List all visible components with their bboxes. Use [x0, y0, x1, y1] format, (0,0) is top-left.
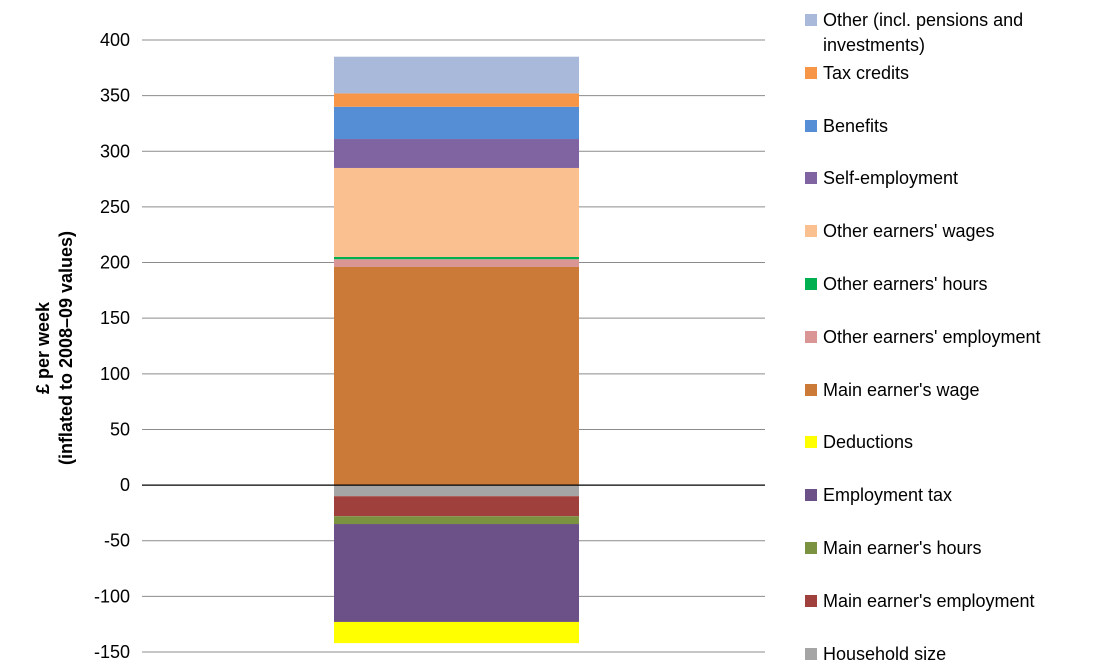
- y-tick-label: -50: [104, 531, 130, 551]
- legend-item: Other (incl. pensions and investments): [805, 8, 1095, 58]
- bar-segment-other-incl-pensions-and-investments: [334, 56, 579, 94]
- bar-segment-tax-credits: [334, 93, 579, 107]
- legend-label: Employment tax: [823, 485, 953, 506]
- y-tick-label: 300: [100, 141, 130, 161]
- bar-segment-self-employment: [334, 139, 579, 168]
- legend-label: Other (incl. pensions and investments): [823, 10, 1024, 55]
- bar-segment-main-earner-s-hours: [334, 516, 579, 525]
- legend-swatch: [805, 330, 817, 343]
- legend-label: Benefits: [823, 115, 889, 136]
- legend-swatch: [805, 383, 817, 396]
- bar-segment-household-size: [334, 485, 579, 497]
- y-tick-label: 50: [110, 419, 130, 439]
- y-tick-label: -150: [94, 642, 130, 662]
- legend-swatch: [805, 647, 817, 660]
- bar-segment-other-earners-employment: [334, 259, 579, 267]
- y-axis-label-line1: £ per week: [33, 301, 53, 394]
- y-tick-label: -100: [94, 586, 130, 606]
- legend-swatch: [805, 66, 817, 79]
- stacked-bar-chart: -150 -100 -50 0 50 100 150 200 250 300 350 400 £ pe…: [33, 30, 765, 662]
- legend-item: Tax credits: [805, 61, 1095, 86]
- legend-swatch: [805, 14, 817, 26]
- legend-swatch: [805, 542, 817, 554]
- legend-item: Benefits: [805, 114, 1095, 139]
- bar-segments: [334, 56, 579, 644]
- legend-swatch: [805, 225, 817, 238]
- legend-swatch: [805, 489, 817, 502]
- y-tick-label: 350: [100, 86, 130, 106]
- bar-segment-main-earner-s-wage: [334, 266, 579, 486]
- legend-item: Main earner's employment: [805, 589, 1095, 614]
- bar-segment-employment-tax: [334, 524, 579, 622]
- legend-item: Other earners' hours: [805, 272, 1095, 297]
- bar-segment-other-earners-hours: [334, 256, 579, 260]
- legend-label: Main earner's hours: [823, 538, 982, 558]
- legend-label: Other earners' hours: [823, 274, 988, 294]
- legend-label: Deductions: [823, 432, 914, 453]
- y-tick-label: 150: [100, 308, 130, 328]
- bar-segment-main-earner-s-employment: [334, 496, 579, 517]
- bar-segment-deductions: [334, 621, 579, 644]
- y-tick-label: 100: [100, 364, 130, 384]
- legend-item: Employment tax: [805, 483, 1095, 508]
- legend-item: Main earner's hours: [805, 536, 1095, 561]
- legend-label: Other earners' wages: [823, 221, 995, 242]
- legend-label: Main earner's wage: [823, 379, 980, 400]
- legend-item: Self-employment: [805, 166, 1095, 191]
- legend-label: Tax credits: [823, 62, 910, 83]
- legend-swatch: [805, 172, 817, 185]
- legend-label: Main earner's employment: [823, 590, 1035, 611]
- legend-swatch: [805, 594, 817, 607]
- legend-swatch: [805, 119, 817, 132]
- legend-label: Other earners' employment: [823, 326, 1041, 347]
- y-tick-label: 200: [100, 253, 130, 273]
- legend-label: Household size: [823, 643, 947, 664]
- legend-item: Household size: [805, 642, 1095, 667]
- y-tick-label: 400: [100, 30, 130, 50]
- bar-segment-benefits: [334, 106, 579, 140]
- bar-segment-other-earners-wages: [334, 167, 579, 257]
- legend-item: Main earner's wage: [805, 378, 1095, 403]
- legend-item: Other earners' employment: [805, 325, 1095, 350]
- legend-label: Self-employment: [823, 168, 959, 189]
- legend-item: Deductions: [805, 430, 1095, 455]
- legend-item: Other earners' wages: [805, 219, 1095, 244]
- y-axis-label-line2: (inflated to 2008–09 values): [56, 231, 76, 465]
- y-tick-label: 250: [100, 197, 130, 217]
- y-tick-labels: -150 -100 -50 0 50 100 150 200 250 300 350 400: [94, 30, 130, 662]
- legend-swatch: [805, 278, 817, 290]
- legend-swatch: [805, 436, 817, 449]
- y-tick-label: 0: [120, 475, 130, 495]
